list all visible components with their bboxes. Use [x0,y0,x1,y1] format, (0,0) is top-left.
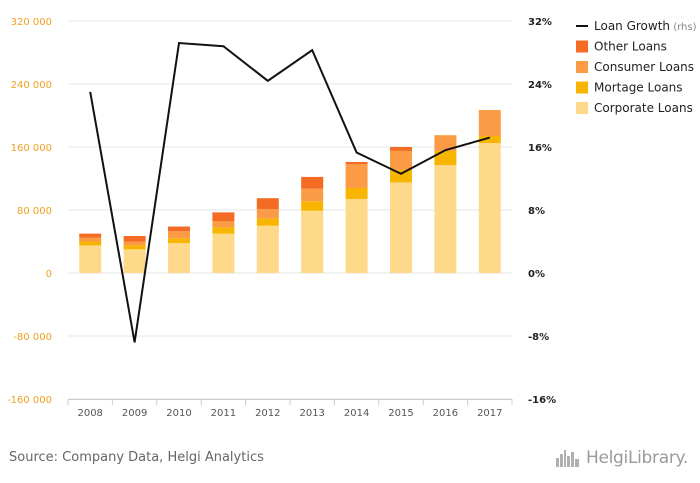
bar-consumer-loans-2014 [345,164,368,188]
legend-label-loan-growth: Loan Growth (rhs) [594,19,697,33]
bar-other-loans-2013 [301,176,324,189]
x-tick-2012: 2012 [255,408,280,419]
legend-swatch-mortage-loans [576,81,588,94]
line-loan-growth [89,41,491,343]
bar-other-loans-2009 [123,235,146,242]
bar-series [79,109,501,273]
legend: Loan Growth (rhs) Other Loans Consumer Loa… [576,19,697,115]
brand-name: HelgiLibrary. [585,448,688,468]
y-right-tick-2: 0% [528,269,545,280]
bar-corporate-loans-2015 [390,182,412,273]
tick-labels: -160 000 -80 000 0 80 000 160 000 240 000 320 … [7,17,556,419]
bar-mortage-loans-2008 [79,241,102,246]
bar-corporate-loans-2012 [256,225,279,273]
legend-swatch-corporate-loans [576,102,588,114]
bar-corporate-loans-2016 [434,165,457,273]
bar-consumer-loans-2017 [478,109,501,136]
y-right-tick-6: 32% [528,17,552,28]
x-tick-2017: 2017 [477,408,502,419]
legend-label-mortage-loans: Mortage Loans [594,81,683,95]
bar-mortage-loans-2015 [390,169,412,183]
axes [67,399,513,405]
x-tick-2010: 2010 [166,408,191,419]
x-tick-2013: 2013 [299,408,324,419]
helgi-skyline-icon [555,450,579,467]
bar-other-loans-2008 [79,233,102,238]
bar-mortage-loans-2009 [123,245,146,250]
bar-other-loans-2015 [390,147,412,151]
y-left-tick-1: -80 000 [13,332,52,343]
bar-other-loans-2010 [168,226,190,232]
loan-chart: -160 000 -80 000 0 80 000 160 000 240 000 320 … [7,17,697,419]
x-tick-2008: 2008 [77,408,102,419]
bar-corporate-loans-2009 [123,249,146,273]
y-left-tick-2: 0 [46,269,52,280]
y-right-tick-3: 8% [528,206,545,217]
bar-mortage-loans-2016 [434,150,457,166]
bar-consumer-loans-2011 [212,221,235,228]
y-left-tick-6: 320 000 [11,17,52,28]
bar-consumer-loans-2016 [434,135,457,151]
y-right-tick-0: -16% [528,395,556,406]
bar-other-loans-2011 [212,212,235,222]
source-note: Source: Company Data, Helgi Analytics [9,450,264,465]
bar-other-loans-2014 [345,161,368,165]
bar-corporate-loans-2008 [79,245,102,273]
bar-mortage-loans-2017 [478,135,501,144]
bar-corporate-loans-2010 [168,243,190,273]
x-tick-2009: 2009 [122,408,147,419]
bar-other-loans-2012 [256,198,279,210]
bar-consumer-loans-2015 [390,150,412,170]
bar-corporate-loans-2011 [212,233,235,273]
bar-corporate-loans-2017 [478,143,501,273]
legend-label-consumer-loans: Consumer Loans [594,60,694,74]
legend-label-corporate-loans: Corporate Loans [594,101,693,115]
y-left-tick-5: 240 000 [11,80,52,91]
bar-mortage-loans-2010 [168,238,190,244]
bar-consumer-loans-2012 [256,209,279,219]
y-right-tick-1: -8% [528,332,549,343]
x-tick-2014: 2014 [344,408,369,419]
bar-consumer-loans-2009 [123,241,146,246]
brand-logo: HelgiLibrary. [555,448,688,468]
bar-mortage-loans-2011 [212,227,235,234]
legend-swatch-other-loans [576,40,588,53]
legend-label-other-loans: Other Loans [594,40,667,54]
legend-swatch-consumer-loans [576,61,588,73]
bar-mortage-loans-2014 [345,187,368,199]
y-right-tick-4: 16% [528,143,552,154]
bar-corporate-loans-2013 [301,210,324,273]
bar-mortage-loans-2012 [256,218,279,226]
bar-consumer-loans-2008 [79,237,102,242]
line-series [89,41,491,343]
bar-mortage-loans-2013 [301,201,324,211]
y-left-tick-0: -160 000 [7,395,52,406]
y-right-tick-5: 24% [528,80,552,91]
x-tick-2011: 2011 [211,408,236,419]
x-tick-2016: 2016 [433,408,458,419]
bar-consumer-loans-2010 [168,231,190,239]
y-left-tick-3: 80 000 [17,206,52,217]
legend-suffix-loan-growth: (rhs) [670,22,697,33]
bar-consumer-loans-2013 [301,188,324,202]
x-tick-2015: 2015 [388,408,413,419]
y-left-tick-4: 160 000 [11,143,52,154]
bar-corporate-loans-2014 [345,198,368,273]
